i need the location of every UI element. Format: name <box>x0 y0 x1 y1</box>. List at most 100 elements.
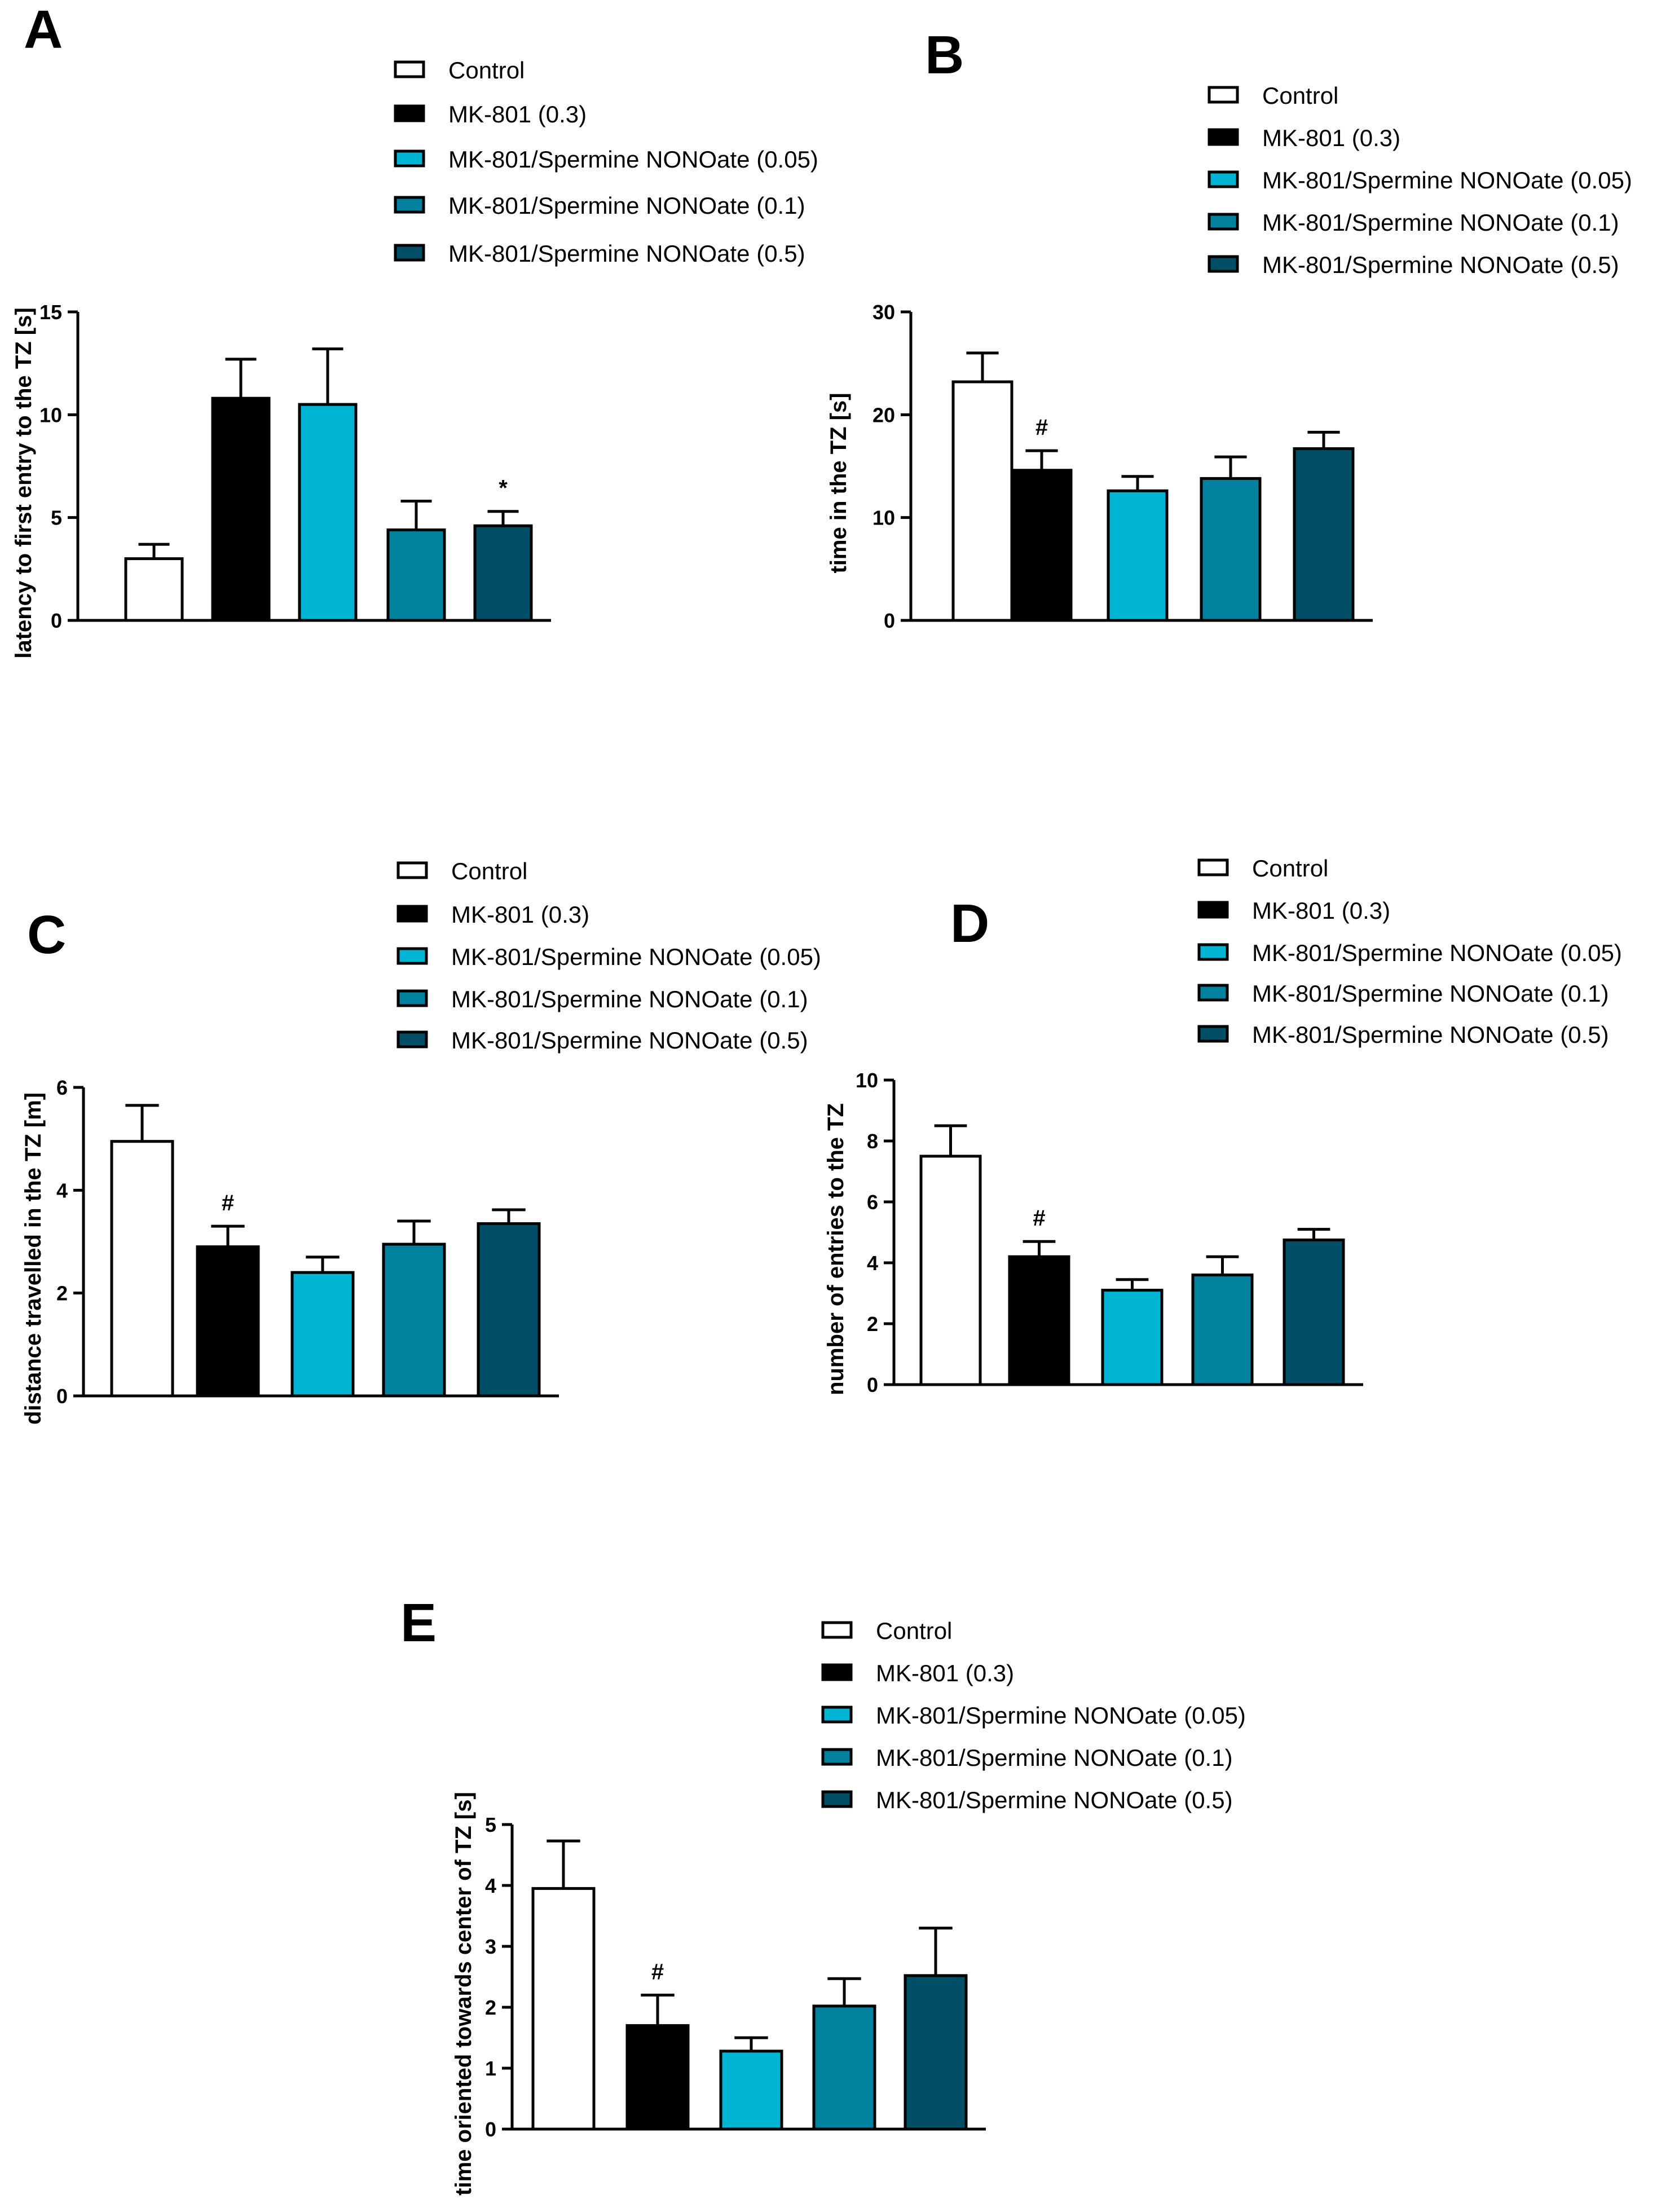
bar-c-control <box>110 1140 174 1398</box>
legend-label-mk-801-spermine-nonoate-0-05: MK-801/Spermine NONOate (0.05) <box>451 944 821 970</box>
y-tick-label-e-0: 0 <box>485 2118 496 2141</box>
legend-swatch-mk-801-0-3 <box>821 1663 853 1681</box>
bar-d-mk-801-spermine-nonoate-0-1 <box>1191 1274 1254 1386</box>
panel-letter-c: C <box>27 905 66 965</box>
significance-mark-e-1: # <box>651 1959 664 1984</box>
legend-label-mk-801-spermine-nonoate-0-5: MK-801/Spermine NONOate (0.5) <box>1252 1021 1609 1048</box>
panel-d: D Control MK-801 (0.3) MK-801/Spermine NONO… <box>823 855 1622 1396</box>
legend-swatch-mk-801-spermine-nonoate-0-1 <box>396 989 428 1007</box>
bar-c-mk-801-spermine-nonoate-0-1 <box>382 1242 446 1398</box>
legend-label-mk-801-0-3: MK-801 (0.3) <box>1252 897 1390 924</box>
legend-swatch-mk-801-spermine-nonoate-0-1 <box>821 1748 853 1766</box>
significance-mark-c-1: # <box>222 1191 234 1215</box>
bar-a-mk-801-spermine-nonoate-0-1 <box>386 528 446 622</box>
legend-label-mk-801-spermine-nonoate-0-1: MK-801/Spermine NONOate (0.1) <box>876 1744 1233 1771</box>
panel-a: A Control MK-801 (0.3) MK-801/Spermine NONO… <box>11 0 818 659</box>
legend-swatch-mk-801-spermine-nonoate-0-05 <box>1208 170 1239 188</box>
y-tick-label-d-4: 8 <box>867 1130 878 1153</box>
y-tick-label-e-4: 4 <box>485 1874 496 1897</box>
bar-a-mk-801-0-3 <box>211 396 271 622</box>
legend-label-mk-801-spermine-nonoate-0-1: MK-801/Spermine NONOate (0.1) <box>1262 209 1619 236</box>
bar-a-mk-801-spermine-nonoate-0-05 <box>298 403 358 622</box>
legend-label-mk-801-0-3: MK-801 (0.3) <box>876 1660 1014 1686</box>
bar-e-mk-801-0-3 <box>625 2024 690 2131</box>
panel-e: E Control MK-801 (0.3) MK-801/Spermine NONO… <box>400 1593 1246 2196</box>
y-tick-label-d-3: 6 <box>867 1191 878 1214</box>
legend-label-control: Control <box>1252 855 1328 882</box>
y-axis-label-e: time oriented towards center of TZ [s] <box>451 1792 476 2196</box>
bar-c-mk-801-spermine-nonoate-0-05 <box>290 1271 355 1398</box>
legend-swatch-mk-801-spermine-nonoate-0-1 <box>1208 213 1239 231</box>
bar-e-mk-801-spermine-nonoate-0-05 <box>719 2050 783 2131</box>
y-tick-label-a-3: 15 <box>39 301 62 324</box>
y-tick-label-d-2: 4 <box>867 1252 878 1275</box>
bar-e-mk-801-spermine-nonoate-0-1 <box>812 2004 876 2131</box>
y-tick-label-a-0: 0 <box>51 609 62 632</box>
bar-c-mk-801-spermine-nonoate-0-5 <box>477 1222 541 1398</box>
legend-swatch-mk-801-spermine-nonoate-0-1 <box>1197 984 1229 1002</box>
legend-label-control: Control <box>1262 82 1338 109</box>
bar-b-mk-801-spermine-nonoate-0-1 <box>1200 477 1262 622</box>
panel-letter-b: B <box>925 25 964 85</box>
y-tick-label-e-2: 2 <box>485 1996 496 2019</box>
bar-b-mk-801-spermine-nonoate-0-05 <box>1107 489 1169 622</box>
legend-label-control: Control <box>451 858 527 884</box>
y-tick-label-b-1: 10 <box>872 506 895 530</box>
y-tick-label-d-5: 10 <box>856 1069 878 1092</box>
bar-e-control <box>531 1887 596 2131</box>
legend-swatch-control <box>821 1621 853 1639</box>
legend-label-mk-801-spermine-nonoate-0-5: MK-801/Spermine NONOate (0.5) <box>1262 252 1619 278</box>
legend-swatch-control <box>1197 858 1229 876</box>
panel-letter-d: D <box>950 893 989 954</box>
y-axis-label-b: time in the TZ [s] <box>826 393 851 574</box>
bar-d-mk-801-spermine-nonoate-0-05 <box>1101 1289 1164 1386</box>
legend-swatch-mk-801-spermine-nonoate-0-05 <box>394 149 425 168</box>
legend-swatch-mk-801-spermine-nonoate-0-5 <box>821 1790 853 1808</box>
y-tick-label-d-0: 0 <box>867 1373 878 1396</box>
legend-label-mk-801-spermine-nonoate-0-5: MK-801/Spermine NONOate (0.5) <box>876 1787 1233 1813</box>
legend-swatch-mk-801-spermine-nonoate-0-5 <box>396 1030 428 1048</box>
legend-swatch-mk-801-0-3 <box>396 905 428 923</box>
significance-mark-a-4: * <box>499 476 508 501</box>
legend-swatch-mk-801-0-3 <box>1197 901 1229 919</box>
bar-c-mk-801-0-3 <box>196 1245 260 1398</box>
panel-c: C Control MK-801 (0.3) MK-801/Spermine NONO… <box>21 858 821 1425</box>
significance-mark-d-1: # <box>1033 1206 1045 1231</box>
legend-swatch-mk-801-spermine-nonoate-0-5 <box>394 244 425 262</box>
bar-b-mk-801-0-3 <box>1011 469 1073 622</box>
bar-d-control <box>919 1155 982 1386</box>
bar-d-mk-801-spermine-nonoate-0-5 <box>1283 1239 1345 1386</box>
y-axis-label-a: latency to first entry to the TZ [s] <box>11 307 36 658</box>
legend-label-mk-801-spermine-nonoate-0-1: MK-801/Spermine NONOate (0.1) <box>448 192 805 219</box>
bar-e-mk-801-spermine-nonoate-0-5 <box>904 1974 968 2131</box>
bar-a-mk-801-spermine-nonoate-0-5 <box>473 524 533 622</box>
legend-swatch-mk-801-spermine-nonoate-0-1 <box>394 196 425 214</box>
panel-letter-a: A <box>24 0 63 60</box>
legend-swatch-mk-801-spermine-nonoate-0-05 <box>396 947 428 965</box>
legend-swatch-mk-801-spermine-nonoate-0-05 <box>1197 943 1229 961</box>
legend-swatch-control <box>1208 86 1239 104</box>
legend-label-mk-801-0-3: MK-801 (0.3) <box>1262 125 1400 151</box>
legend-swatch-mk-801-spermine-nonoate-0-5 <box>1197 1025 1229 1043</box>
panel-b: B Control MK-801 (0.3) MK-801/Spermine NONO… <box>826 25 1632 632</box>
legend-swatch-mk-801-0-3 <box>1208 128 1239 146</box>
y-tick-label-c-1: 2 <box>56 1282 68 1305</box>
y-axis-label-c: distance travelled in the TZ [m] <box>21 1092 46 1425</box>
y-tick-label-b-0: 0 <box>884 609 895 632</box>
y-axis-label-d: number of entries to the TZ <box>823 1103 848 1395</box>
bar-b-mk-801-spermine-nonoate-0-5 <box>1293 447 1355 622</box>
legend-label-control: Control <box>876 1618 952 1644</box>
legend-label-mk-801-spermine-nonoate-0-5: MK-801/Spermine NONOate (0.5) <box>448 240 805 267</box>
y-tick-label-d-1: 2 <box>867 1312 878 1336</box>
legend-label-mk-801-spermine-nonoate-0-05: MK-801/Spermine NONOate (0.05) <box>1262 167 1632 193</box>
y-tick-label-b-3: 30 <box>872 301 895 324</box>
legend-label-mk-801-spermine-nonoate-0-1: MK-801/Spermine NONOate (0.1) <box>451 986 808 1012</box>
y-tick-label-a-2: 10 <box>39 403 62 426</box>
legend-label-mk-801-0-3: MK-801 (0.3) <box>448 101 587 127</box>
y-tick-label-c-0: 0 <box>56 1385 68 1408</box>
y-tick-label-c-2: 4 <box>56 1179 68 1202</box>
y-tick-label-e-3: 3 <box>485 1935 496 1958</box>
bar-d-mk-801-0-3 <box>1008 1255 1070 1386</box>
legend-label-mk-801-0-3: MK-801 (0.3) <box>451 901 589 928</box>
